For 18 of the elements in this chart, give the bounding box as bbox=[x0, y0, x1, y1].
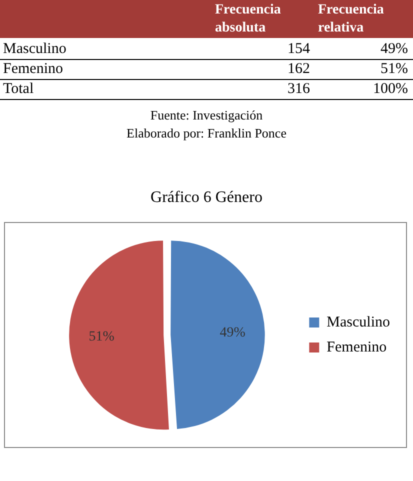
category-label: Femenino bbox=[3, 60, 63, 77]
data-label: 100% bbox=[373, 80, 408, 97]
data-label: 154 bbox=[288, 40, 310, 57]
source-note: Fuente: Investigación bbox=[150, 107, 264, 122]
data-label: 49% bbox=[380, 40, 408, 57]
data-label: 51% bbox=[380, 60, 408, 77]
text: Elaborado por: Franklin Ponce bbox=[126, 125, 287, 140]
text: Frecuencia absoluta bbox=[215, 2, 281, 36]
legend-label: Masculino bbox=[326, 314, 390, 330]
data-label: 51% bbox=[88, 330, 115, 345]
legend-label: Femenino bbox=[326, 339, 387, 356]
category-label: Total bbox=[3, 80, 34, 97]
chart-title: Gráfico 6 Género bbox=[150, 188, 264, 208]
data-label: 162 bbox=[288, 60, 310, 77]
category-label: Masculino bbox=[3, 40, 66, 57]
data-label: 49% bbox=[220, 326, 246, 341]
data-label: 316 bbox=[288, 80, 310, 97]
text: Frecuencia relativa bbox=[318, 2, 384, 36]
